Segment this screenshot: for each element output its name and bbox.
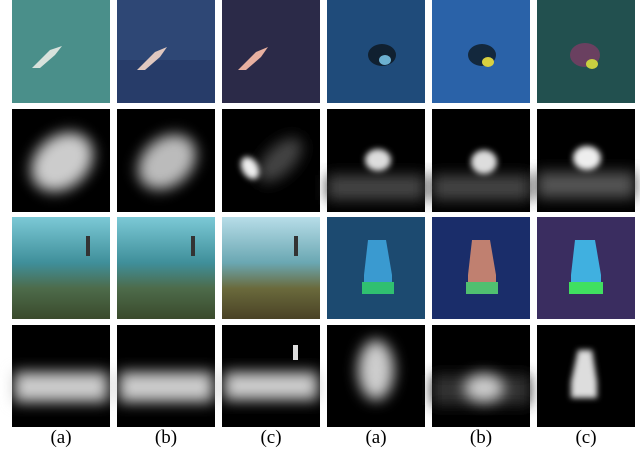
image <box>222 217 320 319</box>
image <box>12 0 110 103</box>
image <box>537 217 635 319</box>
image <box>117 217 215 319</box>
figure: (a) (b) (c) (a) (b) (c) <box>0 0 640 449</box>
saliency-map <box>327 325 425 427</box>
panel-label: (b) <box>470 427 492 448</box>
saliency-map <box>327 109 425 212</box>
saliency-map <box>12 325 110 427</box>
saliency-map <box>432 325 530 427</box>
image <box>537 0 635 103</box>
image <box>222 0 320 103</box>
saliency-map <box>432 109 530 212</box>
saliency-map <box>117 325 215 427</box>
panel-label: (a) <box>365 427 386 448</box>
image <box>327 0 425 103</box>
image <box>432 0 530 103</box>
image-grid <box>12 0 635 427</box>
panel-label: (a) <box>50 427 71 448</box>
panel-label: (c) <box>260 427 281 448</box>
panel-label: (c) <box>575 427 596 448</box>
saliency-map <box>117 109 215 212</box>
saliency-map <box>537 109 635 212</box>
saliency-map <box>12 109 110 212</box>
saliency-map <box>537 325 635 427</box>
saliency-map <box>222 109 320 212</box>
image <box>432 217 530 319</box>
image <box>12 217 110 319</box>
saliency-map <box>222 325 320 427</box>
image <box>327 217 425 319</box>
panel-label: (b) <box>155 427 177 448</box>
image <box>117 0 215 103</box>
labels: (a) (b) (c) (a) (b) (c) <box>50 427 596 448</box>
